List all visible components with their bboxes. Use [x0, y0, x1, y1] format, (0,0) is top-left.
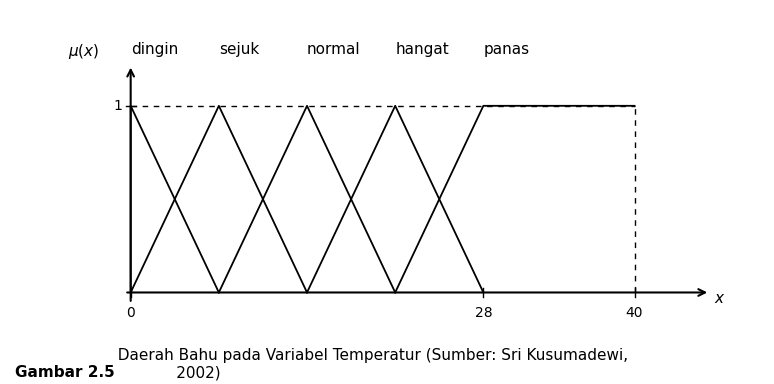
Text: 40: 40	[625, 306, 643, 319]
Text: 0: 0	[126, 306, 135, 319]
Text: $x$: $x$	[714, 291, 725, 306]
Text: $\mu(x)$: $\mu(x)$	[67, 42, 99, 61]
Text: Gambar 2.5: Gambar 2.5	[15, 365, 115, 380]
Text: 28: 28	[474, 306, 492, 319]
Text: panas: panas	[484, 42, 529, 57]
Text: normal: normal	[307, 42, 361, 57]
Text: 1: 1	[113, 99, 122, 113]
Text: sejuk: sejuk	[219, 42, 259, 57]
Text: hangat: hangat	[396, 42, 449, 57]
Text: Daerah Bahu pada Variabel Temperatur (Sumber: Sri Kusumadewi,
              2002: Daerah Bahu pada Variabel Temperatur (Su…	[108, 348, 628, 380]
Text: dingin: dingin	[131, 42, 178, 57]
